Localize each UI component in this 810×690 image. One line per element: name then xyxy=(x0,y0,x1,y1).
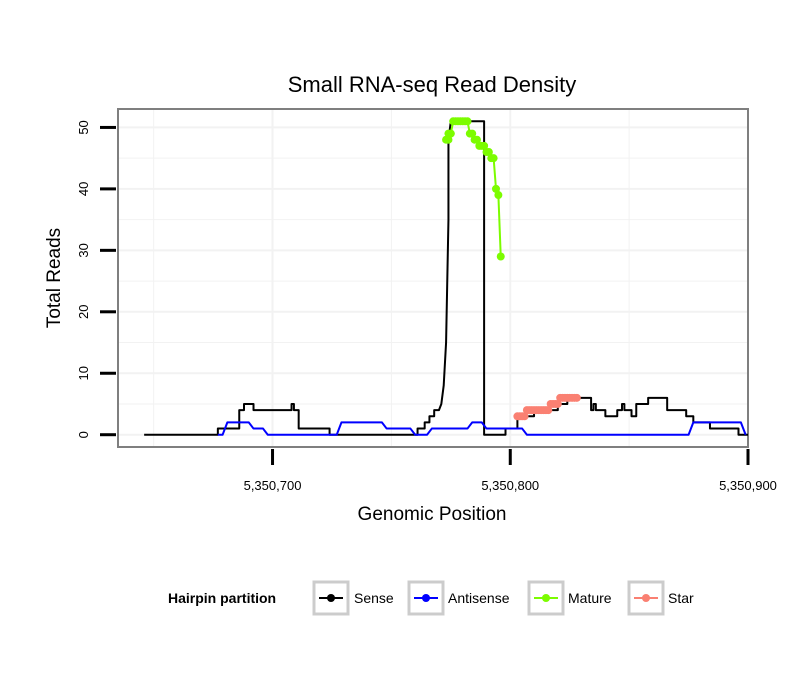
star-point xyxy=(520,412,529,421)
antisense-line xyxy=(217,421,747,436)
mature-point xyxy=(468,129,477,138)
y-tick-label: 0 xyxy=(76,431,91,438)
legend-item-sense: Sense xyxy=(312,580,394,616)
legend-label: Sense xyxy=(354,590,394,606)
mature-point xyxy=(444,135,453,144)
mature-point xyxy=(484,148,493,157)
x-axis: 5,350,700 5,350,800 5,350,900 xyxy=(244,449,777,493)
y-axis: 0 10 20 30 40 50 xyxy=(76,120,116,438)
mature-point xyxy=(446,129,455,138)
mature-point xyxy=(492,184,500,193)
mature-point xyxy=(494,191,503,200)
mature-point xyxy=(480,141,489,150)
mature-point xyxy=(472,135,481,144)
y-tick-label: 30 xyxy=(76,243,91,257)
legend-label: Star xyxy=(668,590,694,606)
x-tick-label: 5,350,700 xyxy=(244,478,302,493)
y-axis-title: Total Reads xyxy=(44,228,65,328)
legend-key-point xyxy=(327,594,335,602)
star-point xyxy=(572,393,581,402)
legend-key-point xyxy=(642,594,650,602)
legend-label: Mature xyxy=(568,590,612,606)
legend-label: Antisense xyxy=(448,590,510,606)
star-point xyxy=(544,406,553,415)
grid xyxy=(118,109,749,447)
legend-title: Hairpin partition xyxy=(168,590,276,606)
x-tick-label: 5,350,900 xyxy=(719,478,777,493)
legend: Hairpin partition Sense Antisense Mature St… xyxy=(168,580,694,616)
legend-item-antisense: Antisense xyxy=(407,580,510,616)
chart-title: Small RNA-seq Read Density xyxy=(288,72,577,97)
mature-point xyxy=(496,252,505,261)
y-tick-label: 20 xyxy=(76,305,91,319)
legend-key-point xyxy=(422,594,430,602)
legend-item-mature: Mature xyxy=(527,580,612,616)
legend-item-star: Star xyxy=(627,580,694,616)
x-tick-label: 5,350,800 xyxy=(481,478,539,493)
sense-line xyxy=(144,120,748,436)
mature-point xyxy=(489,154,498,163)
series-layer xyxy=(144,117,748,436)
star-point xyxy=(553,399,562,408)
plot-panel-border xyxy=(117,108,749,448)
y-tick-label: 50 xyxy=(76,120,91,134)
legend-key-point xyxy=(542,594,550,602)
mature-point xyxy=(463,117,472,126)
x-axis-title: Genomic Position xyxy=(358,504,507,525)
y-tick-label: 10 xyxy=(76,366,91,380)
y-tick-label: 40 xyxy=(76,182,91,196)
